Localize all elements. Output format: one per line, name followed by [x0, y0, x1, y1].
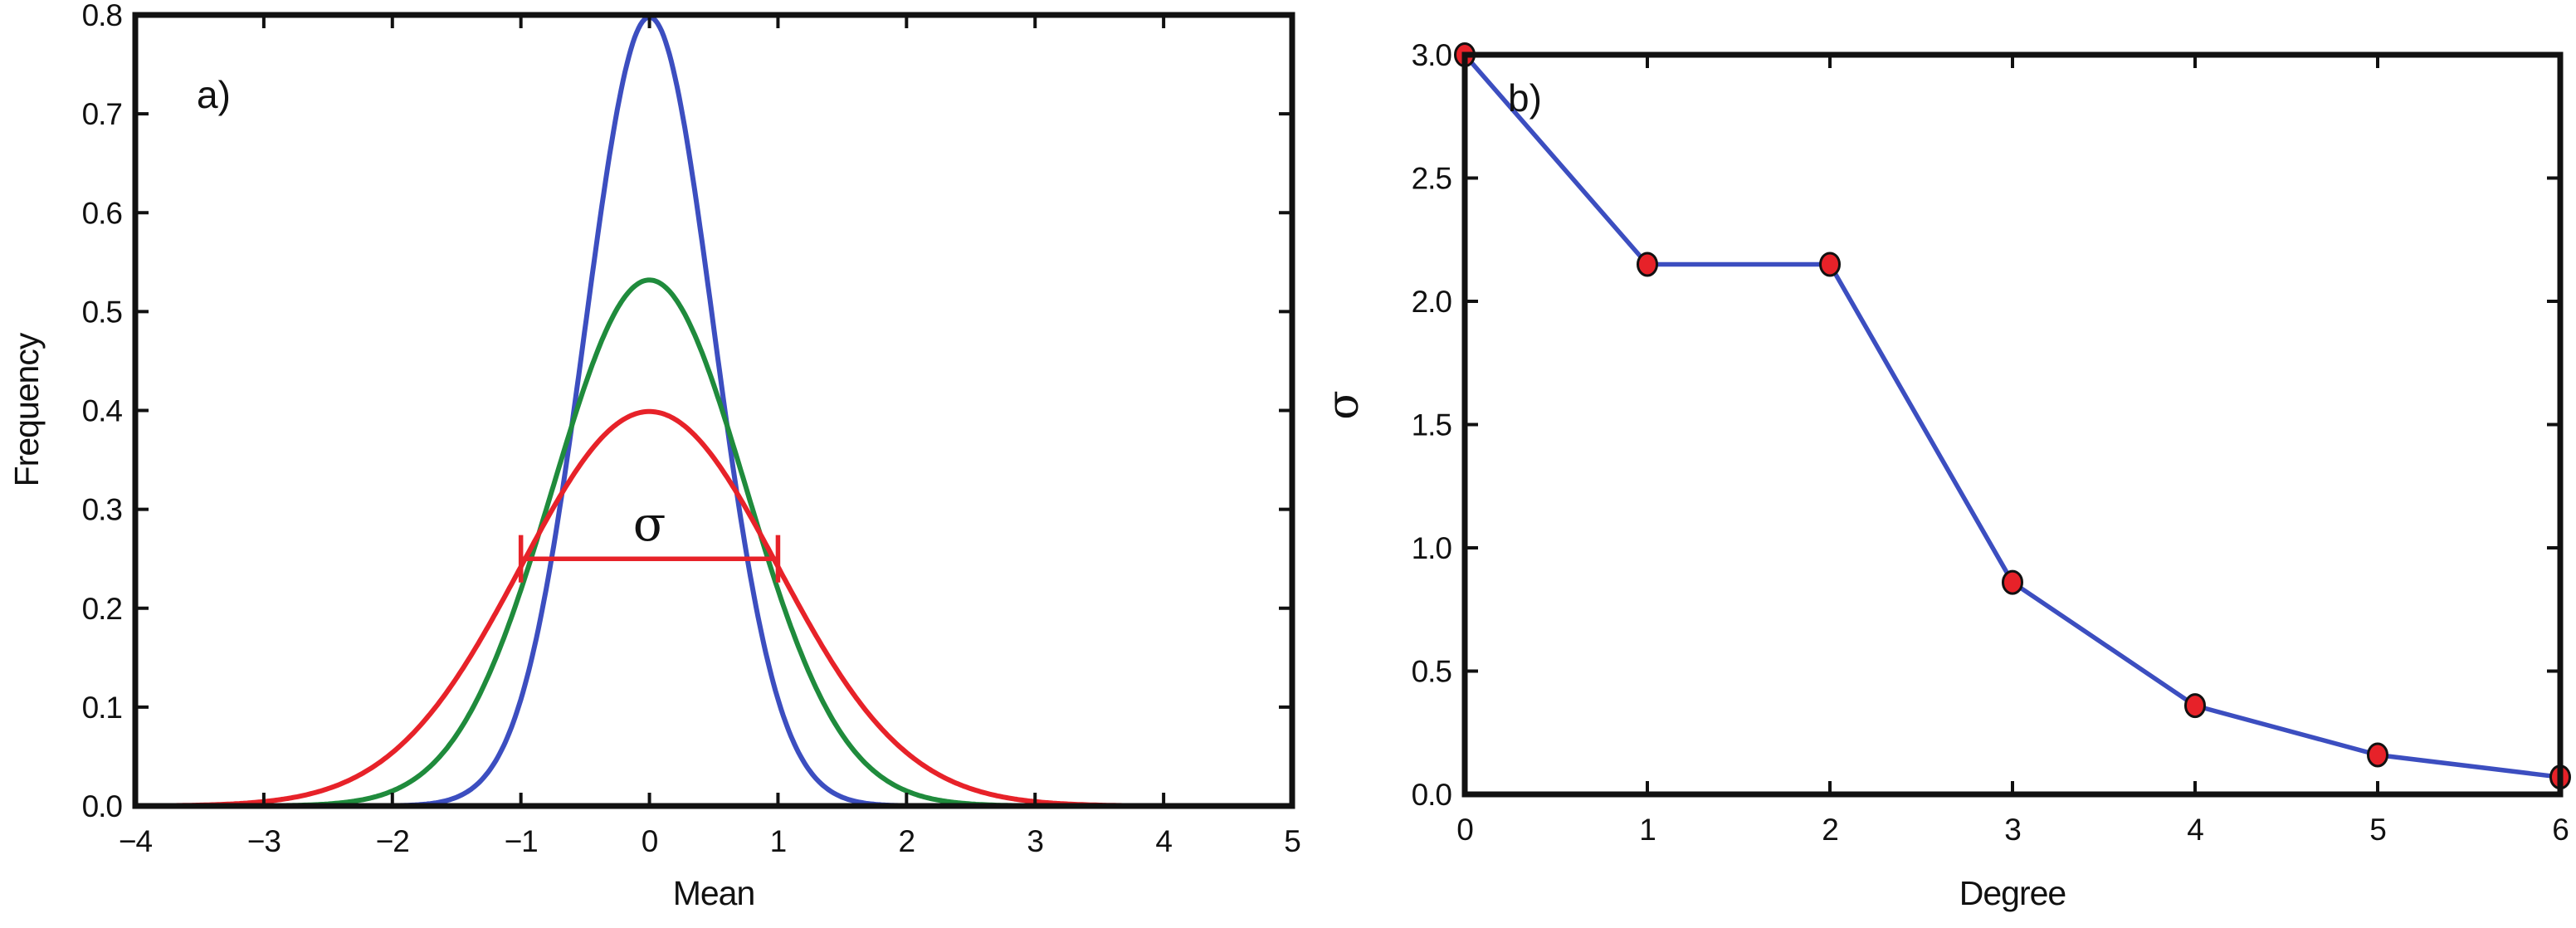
y-tick-label: 0.0 [1412, 778, 1452, 812]
y-tick-label: 0.5 [82, 295, 123, 329]
y-tick-label: 0.2 [82, 592, 122, 626]
x-tick-label: 0 [642, 824, 658, 858]
curve-gaussian-sigma-1.0 [133, 408, 1295, 808]
line-sigma-vs-degree [1462, 52, 2563, 779]
curve-gaussian-sigma-0.5 [133, 14, 1295, 808]
x-tick-label: 1 [770, 824, 787, 858]
x-tick-label: 2 [899, 824, 915, 858]
x-axis-title: Degree [1959, 874, 2066, 912]
sigma-annotation-label: σ [633, 496, 666, 552]
data-point-degree-3 [2002, 569, 2023, 595]
y-axis-title: σ [1319, 390, 1368, 420]
x-tick-label: −4 [119, 824, 153, 858]
x-tick-label: −2 [376, 824, 409, 858]
sigma-interval-marker: σ [518, 496, 781, 583]
panel-letter-a: a) [197, 73, 231, 116]
panel-a: σ −4 −3 −2 −1 0 1 2 3 4 5 0.0 0.1 0.2 0.3 0.4 0.5 0.6 0.7 0… [7, 0, 1301, 912]
y-tick-label: 0.5 [1412, 655, 1452, 689]
x-axis-title: Mean [673, 874, 755, 912]
y-tick-label: 0.1 [82, 691, 122, 725]
x-tick-label: 3 [2004, 813, 2021, 847]
x-tick-label: 5 [2369, 813, 2386, 847]
y-tick-label: 0.3 [82, 493, 122, 527]
x-tick-label: −3 [247, 824, 281, 858]
panel-letter-b: b) [1508, 76, 1542, 120]
axes-spines [132, 12, 1295, 809]
x-tick-label: 6 [2552, 813, 2569, 847]
y-tick-label: 0.6 [82, 196, 122, 230]
y-tick-label: 0.0 [82, 789, 123, 823]
data-point-degree-1 [1637, 252, 1658, 277]
x-tick-label: 2 [1822, 813, 1838, 847]
y-tick-label: 3.0 [1412, 38, 1452, 72]
y-tick-label: 1.5 [1412, 408, 1452, 442]
x-tick-label: 3 [1027, 824, 1043, 858]
y-tick-label: 0.4 [82, 394, 123, 428]
data-point-degree-4 [2184, 693, 2206, 719]
x-tick-label: 0 [1456, 813, 1473, 847]
curve-gaussian-sigma-0.75 [133, 277, 1295, 808]
panel-b: 0 1 2 3 4 5 6 0.0 0.5 1.0 1.5 2.0 2.5 3.0 Degree σ b) [1319, 38, 2571, 912]
x-tick-label: 5 [1284, 824, 1300, 858]
x-tick-label: 4 [2187, 813, 2203, 847]
y-tick-label: 2.5 [1412, 162, 1452, 196]
axes-spines [1461, 51, 2564, 798]
y-tick-label: 2.0 [1412, 285, 1452, 319]
x-tick-label: 4 [1155, 824, 1172, 858]
y-tick-label: 0.7 [82, 97, 122, 131]
y-tick-label: 0.8 [82, 0, 122, 32]
data-point-degree-2 [1819, 252, 1841, 277]
y-axis-title: Frequency [7, 332, 46, 486]
y-tick-label: 1.0 [1412, 531, 1452, 565]
x-tick-label: 1 [1639, 813, 1656, 847]
x-tick-label: −1 [505, 824, 538, 858]
data-point-degree-5 [2367, 742, 2388, 768]
